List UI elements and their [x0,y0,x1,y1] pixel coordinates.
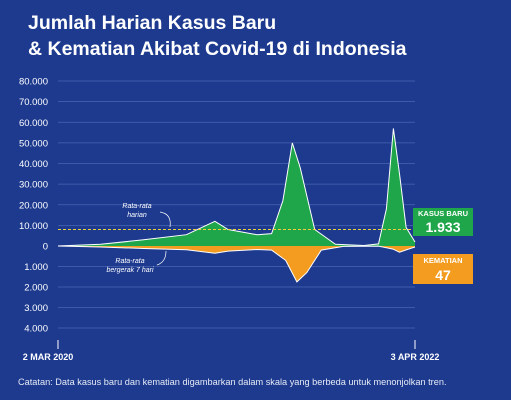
y-tick-upper: 60.000 [19,118,48,129]
y-tick-upper: 70.000 [19,97,48,108]
annotation-daily: Rata-rata [122,203,151,210]
deaths-area [58,246,415,282]
cases-avg-line [57,128,416,247]
cases-area [58,128,415,246]
deaths-badge-value: 47 [435,267,451,283]
title-line-1: Jumlah Harian Kasus Baru [28,12,277,34]
y-tick-upper: 40.000 [19,159,48,170]
annotation-moving-avg: bergerak 7 hari [106,267,154,274]
x-label-start: 2 MAR 2020 [23,352,74,362]
y-tick-upper: 80.000 [19,77,48,88]
cases-badge [413,208,473,236]
y-tick-lower: 3.000 [24,303,48,314]
y-tick-upper: 10.000 [19,221,48,232]
y-tick-upper: 50.000 [19,138,48,149]
deaths-avg-line [57,245,416,283]
x-label-end: 3 APR 2022 [391,352,440,362]
annotation-moving-avg: Rata-rata [115,258,144,265]
annotation-daily: harian [127,212,147,219]
chart-note: Catatan: Data kasus baru dan kematian di… [18,377,447,387]
y-tick-upper: 30.000 [19,180,48,191]
y-tick-upper: 20.000 [19,200,48,211]
chart-title: Jumlah Harian Kasus Baru & Kematian Akib… [28,10,498,62]
y-tick-upper: 0 [43,242,48,253]
deaths-badge-label: KEMATIAN [423,256,462,265]
y-tick-lower: 2.000 [24,283,48,294]
cases-badge-label: KASUS BARU [418,209,468,218]
annotation-moving-avg-arrow [156,250,167,266]
y-tick-lower: 1.000 [24,262,48,273]
y-tick-lower: 4.000 [24,324,48,335]
cases-badge-value: 1.933 [425,219,460,235]
deaths-badge [413,254,473,284]
annotation-daily-arrow [159,211,171,228]
title-line-2: & Kematian Akibat Covid-19 di Indonesia [28,38,407,60]
